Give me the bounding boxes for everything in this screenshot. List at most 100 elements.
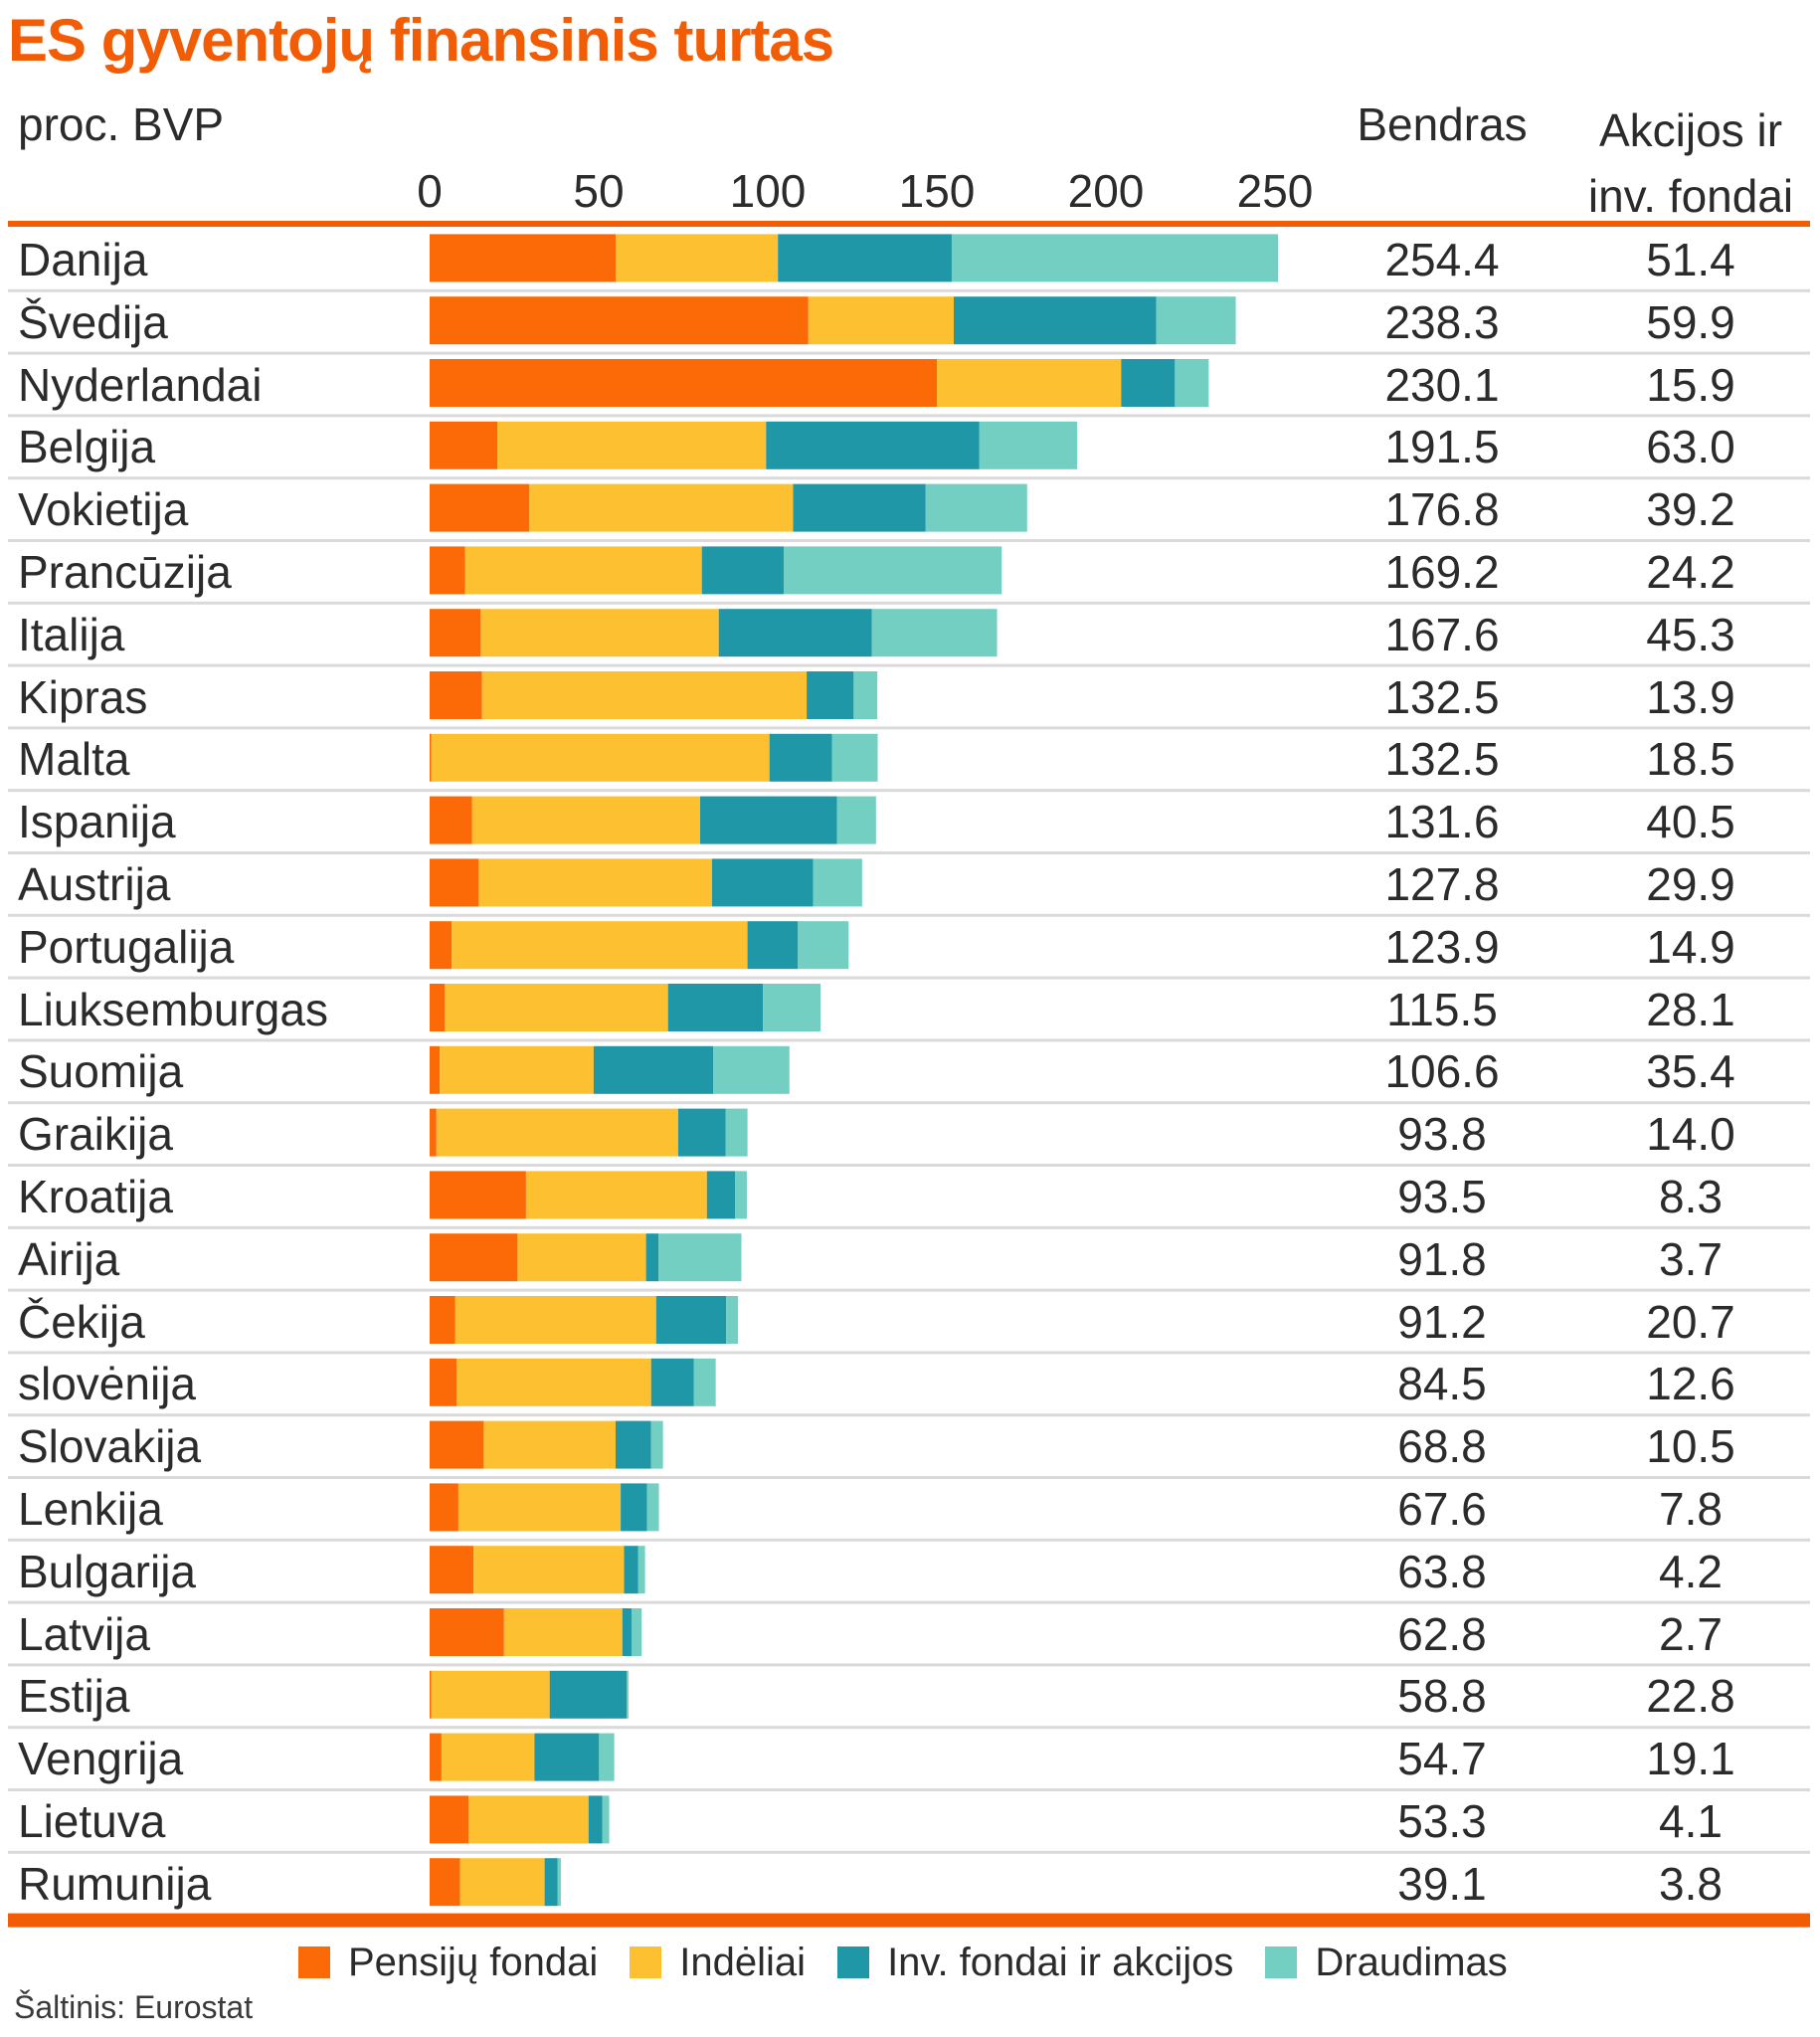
bar-segment-deposits xyxy=(473,1546,625,1594)
legend-swatch-pension xyxy=(298,1946,330,1978)
stocks-funds-value: 22.8 xyxy=(1646,1670,1735,1723)
bar-segment-insurance xyxy=(735,1171,747,1219)
bar-segment-funds xyxy=(766,421,980,469)
bar-segment-deposits xyxy=(478,858,712,907)
country-label: Latvija xyxy=(18,1607,150,1660)
bar-segment-insurance xyxy=(813,858,862,907)
stocks-funds-value: 20.7 xyxy=(1646,1295,1735,1348)
bar-segment-insurance xyxy=(599,1733,615,1781)
stocks-header-line-2: inv. fondai xyxy=(1587,170,1794,222)
bar-segment-insurance xyxy=(836,796,876,844)
stocks-funds-value: 3.7 xyxy=(1659,1232,1723,1285)
country-label: Kipras xyxy=(18,670,148,723)
bar-segment-pension xyxy=(430,234,616,282)
bar-segment-funds xyxy=(621,1483,647,1532)
bar-segment-pension xyxy=(430,921,453,970)
bar-segment-deposits xyxy=(440,1045,594,1094)
bar-segment-funds xyxy=(593,1045,714,1094)
total-value: 131.6 xyxy=(1384,796,1500,848)
row-divider xyxy=(8,1413,1810,1417)
bar-segment-insurance xyxy=(725,1108,748,1157)
bar-segment-insurance xyxy=(602,1795,610,1844)
bar-segment-insurance xyxy=(925,483,1027,532)
bar-segment-insurance xyxy=(627,1670,629,1719)
total-value: 127.8 xyxy=(1384,858,1500,910)
stocks-funds-value: 51.4 xyxy=(1646,234,1735,285)
total-value: 62.8 xyxy=(1397,1607,1487,1660)
country-label: Rumunija xyxy=(18,1857,212,1910)
bar-segment-deposits xyxy=(525,1171,707,1219)
bar-segment-deposits xyxy=(483,1420,616,1469)
bar-segment-funds xyxy=(677,1108,726,1157)
bar-segment-deposits xyxy=(452,921,748,970)
bar-segment-pension xyxy=(430,483,530,532)
bar-segment-deposits xyxy=(471,796,700,844)
bar-segment-deposits xyxy=(445,984,668,1031)
stocks-header-line-1: Akcijos ir xyxy=(1598,104,1783,156)
stocks-funds-value: 28.1 xyxy=(1646,983,1735,1035)
bar-segment-insurance xyxy=(853,671,878,719)
stocks-funds-value: 8.3 xyxy=(1659,1171,1723,1222)
country-label: Graikija xyxy=(18,1108,173,1161)
country-label: Danija xyxy=(18,234,148,285)
chart-title: ES gyventojų finansinis turtas xyxy=(8,7,834,74)
stocks-column-header: Akcijos ir inv. fondai xyxy=(1556,97,1820,229)
total-value: 91.8 xyxy=(1397,1232,1487,1285)
legend: Pensijų fondai Indėliai Inv. fondai ir a… xyxy=(298,1935,1540,1990)
bar-segment-deposits xyxy=(517,1233,646,1282)
total-value: 176.8 xyxy=(1384,483,1500,536)
stocks-funds-value: 24.2 xyxy=(1646,546,1735,598)
country-label: Prancūzija xyxy=(18,546,232,598)
row-divider xyxy=(8,1351,1810,1355)
total-value: 230.1 xyxy=(1384,358,1500,411)
country-label: Estija xyxy=(18,1670,130,1723)
bar-segment-funds xyxy=(534,1733,600,1781)
bar-segment-pension xyxy=(430,609,480,657)
bar-segment-funds xyxy=(655,1296,727,1344)
unit-label: proc. BVP xyxy=(18,98,225,150)
row-divider xyxy=(8,1600,1810,1604)
country-label: Belgija xyxy=(18,421,156,473)
bar-segment-insurance xyxy=(726,1296,739,1344)
total-value: 132.5 xyxy=(1384,733,1500,786)
bar-segment-pension xyxy=(430,421,497,469)
bar-segment-funds xyxy=(622,1608,632,1656)
row-divider xyxy=(8,1788,1810,1791)
country-label: Austrija xyxy=(18,858,171,910)
bar-segment-insurance xyxy=(650,1420,663,1469)
bar-segment-insurance xyxy=(557,1858,561,1907)
country-label: Lenkija xyxy=(18,1483,163,1535)
bar-segment-insurance xyxy=(631,1608,642,1656)
country-label: Ispanija xyxy=(18,796,176,848)
stocks-funds-value: 3.8 xyxy=(1659,1857,1723,1910)
row-divider xyxy=(8,726,1810,730)
bar-segment-insurance xyxy=(637,1546,645,1594)
row-divider xyxy=(8,288,1810,292)
total-value: 115.5 xyxy=(1386,983,1498,1035)
bar-segment-funds xyxy=(793,483,926,532)
x-tick-label: 0 xyxy=(417,165,443,217)
total-value: 191.5 xyxy=(1384,421,1500,473)
bar-segment-funds xyxy=(667,984,764,1031)
bar-segment-deposits xyxy=(431,1670,550,1719)
bar-segment-deposits xyxy=(616,234,779,282)
stocks-funds-value: 14.0 xyxy=(1646,1108,1735,1161)
country-label: Slovakija xyxy=(18,1420,202,1473)
stocks-funds-value: 10.5 xyxy=(1646,1420,1735,1473)
bar-segment-funds xyxy=(624,1546,638,1594)
legend-item-funds: Inv. fondai ir akcijos xyxy=(837,1941,1233,1985)
bar-segment-insurance xyxy=(713,1045,790,1094)
country-label: Suomija xyxy=(18,1045,184,1098)
bar-segment-funds xyxy=(616,1420,651,1469)
country-label: Vengrija xyxy=(18,1733,184,1785)
bar-segment-deposits xyxy=(937,359,1122,407)
stocks-funds-value: 12.6 xyxy=(1646,1358,1735,1410)
row-divider xyxy=(8,789,1810,793)
x-tick-label: 250 xyxy=(1237,165,1314,217)
legend-swatch-insurance xyxy=(1265,1946,1298,1978)
bar-segment-insurance xyxy=(763,984,821,1031)
bar-segment-funds xyxy=(701,546,784,595)
bar-segment-pension xyxy=(430,1233,518,1282)
bar-segment-insurance xyxy=(1175,359,1209,407)
total-value: 53.3 xyxy=(1397,1795,1487,1847)
